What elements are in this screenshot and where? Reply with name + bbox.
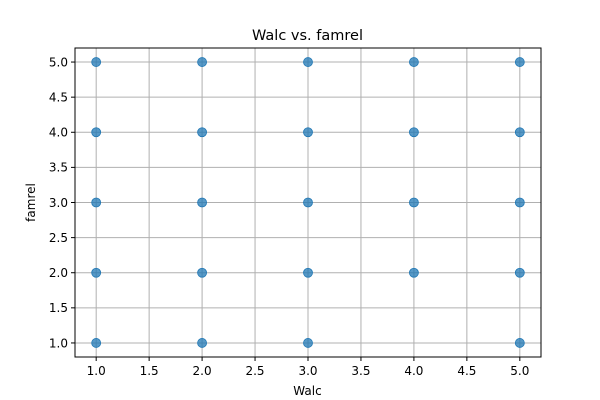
data-point [514,57,525,67]
y-tick-label: 2.5 [49,231,68,245]
x-axis-ticks: 1.0 1.5 2.0 2.5 3.0 3.5 4.0 4.5 5.0 [87,357,529,378]
data-point [409,127,419,138]
x-tick-label: 3.5 [351,364,370,378]
x-tick-label: 3.0 [298,364,317,378]
data-point [197,197,207,208]
data-point [409,57,419,67]
data-point [303,338,313,348]
x-tick-label: 5.0 [510,364,529,378]
x-tick-label: 1.5 [140,364,159,378]
data-point [91,127,102,138]
y-tick-label: 2.0 [49,266,68,280]
data-point [409,197,419,208]
x-axis-title: Walc [293,384,321,398]
data-points [91,57,525,348]
chart-title: Walc vs. famrel [252,28,363,44]
y-tick-label: 3.0 [49,196,68,210]
x-tick-label: 2.0 [193,364,212,378]
data-point [91,197,102,208]
x-tick-label: 4.5 [457,364,476,378]
y-tick-label: 4.5 [49,90,68,104]
x-tick-label: 1.0 [87,364,106,378]
y-tick-label: 1.0 [49,336,68,350]
data-point [514,197,525,208]
data-point [303,127,313,138]
data-point [514,267,525,278]
y-axis-title: famrel [24,183,38,222]
data-point [197,338,207,348]
y-tick-label: 4.0 [49,126,68,140]
x-tick-label: 2.5 [245,364,264,378]
data-point [303,267,313,278]
data-point [91,338,102,348]
y-tick-label: 3.5 [49,161,68,175]
data-point [514,338,525,348]
y-axis-ticks: 1.0 1.5 2.0 2.5 3.0 3.5 4.0 4.5 5.0 [49,55,75,350]
data-point [303,197,313,208]
data-point [409,267,419,278]
data-point [91,267,102,278]
data-point [197,267,207,278]
data-point [514,127,525,138]
data-point [197,57,207,67]
data-point [303,57,313,67]
x-tick-label: 4.0 [404,364,423,378]
data-point [91,57,102,67]
y-tick-label: 1.5 [49,301,68,315]
data-point [197,127,207,138]
y-tick-label: 5.0 [49,55,68,69]
